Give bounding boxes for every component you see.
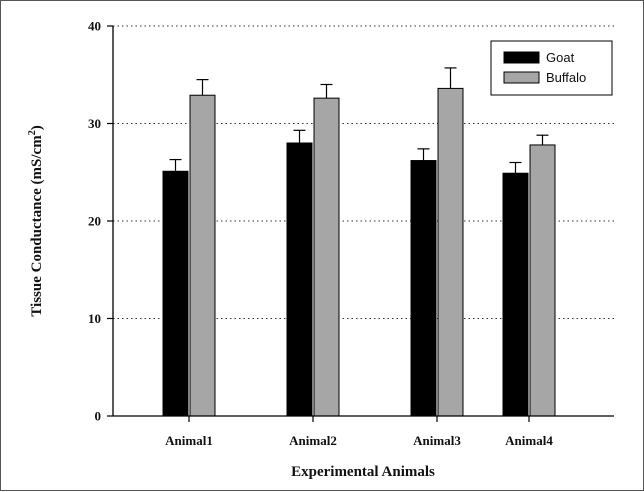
error-bars-group: [169, 67, 549, 174]
legend-swatch-goat: [503, 51, 540, 64]
bar-goat-4: [502, 172, 529, 417]
y-ticks: 0 10 20 30 40: [88, 19, 113, 424]
bar-buffalo-3: [437, 87, 464, 417]
bar-goat-1: [162, 170, 189, 417]
legend: Goat Buffalo: [490, 40, 613, 96]
x-tick-label: Animal4: [505, 433, 553, 448]
bar-buffalo-1: [189, 94, 216, 417]
bar-goat-2: [286, 142, 313, 417]
x-tick-label: Animal2: [289, 433, 337, 448]
x-tick-label: Animal3: [413, 433, 461, 448]
x-ticks: Animal1 Animal2 Animal3 Animal4: [165, 416, 553, 448]
x-tick-label: Animal1: [165, 433, 213, 448]
y-axis-title-sup: 2: [27, 130, 38, 135]
y-axis-title: Tissue Conductance (mS/cm2): [27, 125, 45, 316]
legend-label-buffalo: Buffalo: [546, 70, 586, 85]
bar-buffalo-4: [529, 144, 556, 417]
legend-label-goat: Goat: [546, 50, 575, 65]
y-axis-title-main: Tissue Conductance (mS/cm: [29, 135, 45, 317]
x-axis-title: Experimental Animals: [291, 464, 435, 480]
bars-group: [162, 87, 556, 417]
y-tick-label: 20: [88, 214, 101, 229]
bar-goat-3: [410, 160, 437, 417]
legend-swatch-buffalo: [503, 71, 540, 84]
y-axis-title-end: ): [29, 125, 45, 130]
y-tick-label: 0: [95, 409, 102, 424]
y-tick-label: 10: [88, 311, 101, 326]
legend-box: [490, 40, 613, 96]
bar-buffalo-2: [313, 97, 340, 417]
y-tick-label: 40: [88, 19, 101, 34]
y-tick-label: 30: [88, 116, 101, 131]
